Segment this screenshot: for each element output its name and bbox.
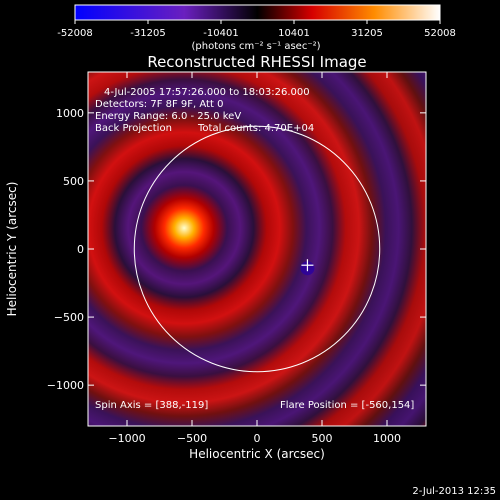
colorbar-tick-label: -52008 xyxy=(57,28,92,39)
colorbar-unit: (photons cm⁻² s⁻¹ asec⁻²) xyxy=(191,41,320,52)
image-area xyxy=(88,72,426,426)
y-axis-label: Heliocentric Y (arcsec) xyxy=(5,182,19,317)
x-axis-label: Heliocentric X (arcsec) xyxy=(189,447,325,461)
colorbar-tick-label: 52008 xyxy=(424,28,456,39)
total-counts-text: Total counts: 4.70E+04 xyxy=(197,123,314,134)
y-axis-ticks: −1000 −500 0 500 1000 xyxy=(47,107,426,392)
colorbar-tick-label: 31205 xyxy=(351,28,383,39)
y-tick-label: 1000 xyxy=(56,107,84,120)
y-tick-label: 0 xyxy=(77,243,84,256)
energy-range-text: Energy Range: 6.0 - 25.0 keV xyxy=(95,111,241,122)
y-tick-label: −1000 xyxy=(47,379,84,392)
colorbar-ticks: -52008 -31205 -10401 10401 31205 52008 xyxy=(57,20,456,39)
chart-title: Reconstructed RHESSI Image xyxy=(147,53,366,71)
footer-timestamp: 2-Jul-2013 12:35 xyxy=(412,486,496,497)
x-tick-label: −500 xyxy=(177,432,207,445)
colorbar-tick-label: -10401 xyxy=(203,28,238,39)
solar-limb xyxy=(133,125,381,373)
x-tick-label: −1000 xyxy=(108,432,145,445)
y-tick-label: −500 xyxy=(54,311,84,324)
spin-axis-text: Spin Axis = [388,-119] xyxy=(95,400,208,411)
spin-axis-marker xyxy=(300,259,315,276)
method-text: Back Projection xyxy=(95,123,172,134)
x-tick-label: 0 xyxy=(254,432,261,445)
x-axis-ticks: −1000 −500 0 500 1000 xyxy=(108,72,401,445)
detectors-text: Detectors: 7F 8F 9F, Att 0 xyxy=(95,99,223,110)
x-tick-label: 1000 xyxy=(373,432,401,445)
fringe-pattern xyxy=(88,72,426,426)
flare-position-text: Flare Position = [-560,154] xyxy=(280,400,414,411)
colorbar xyxy=(74,4,441,21)
colorbar-tick-label: 10401 xyxy=(278,28,310,39)
colorbar-tick-label: -31205 xyxy=(130,28,165,39)
time-range-text: 4-Jul-2005 17:57:26.000 to 18:03:26.000 xyxy=(104,87,310,98)
x-tick-label: 500 xyxy=(312,432,333,445)
y-tick-label: 500 xyxy=(63,175,84,188)
